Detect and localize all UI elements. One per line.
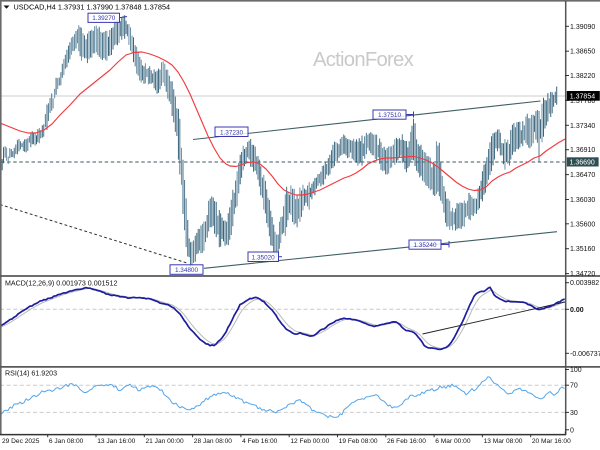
svg-text:1.36470: 1.36470 [570,172,595,179]
svg-text:100: 100 [570,367,582,374]
svg-text:1.36030: 1.36030 [570,197,595,204]
svg-text:4 Feb 16:00: 4 Feb 16:00 [242,438,278,445]
svg-text:RSI(14) 61.9203: RSI(14) 61.9203 [5,369,57,377]
svg-text:1.37780: 1.37780 [570,98,595,105]
svg-text:1.37510: 1.37510 [378,112,402,119]
svg-text:13 Jan 16:00: 13 Jan 16:00 [97,438,135,445]
svg-text:12 Feb 00:00: 12 Feb 00:00 [290,438,329,445]
svg-text:0.003982: 0.003982 [570,280,599,287]
svg-text:ActionForex: ActionForex [313,49,414,71]
svg-text:21 Jan 00:00: 21 Jan 00:00 [146,438,184,445]
svg-text:1.37340: 1.37340 [570,123,595,130]
svg-text:1.35160: 1.35160 [570,246,595,253]
svg-text:28 Jan 08:00: 28 Jan 08:00 [194,438,232,445]
svg-text:19 Feb 08:00: 19 Feb 08:00 [339,438,378,445]
svg-text:1.36910: 1.36910 [570,147,595,154]
svg-text:20 Mar 16:00: 20 Mar 16:00 [532,438,571,445]
svg-text:0.00: 0.00 [570,307,584,314]
svg-text:1.38650: 1.38650 [570,49,595,56]
svg-text:1.35240: 1.35240 [413,242,437,249]
svg-text:USDCAD,H4 1.37931 1.37990 1.37: USDCAD,H4 1.37931 1.37990 1.37848 1.3785… [14,2,171,11]
svg-text:6 Jan 08:00: 6 Jan 08:00 [49,438,84,445]
svg-text:1.34720: 1.34720 [570,271,595,278]
svg-text:13 Mar 08:00: 13 Mar 08:00 [484,438,523,445]
svg-text:-0.006737: -0.006737 [570,351,600,358]
svg-text:0: 0 [570,427,574,434]
svg-text:1.39270: 1.39270 [92,15,116,22]
svg-text:1.35600: 1.35600 [570,221,595,228]
svg-text:30: 30 [570,410,578,417]
svg-text:1.38220: 1.38220 [570,73,595,80]
svg-text:1.35020: 1.35020 [252,254,276,261]
svg-text:1.37230: 1.37230 [220,129,244,136]
svg-text:29 Dec 2025: 29 Dec 2025 [2,438,40,445]
svg-text:MACD(12,26,9) 0.001973 0.00151: MACD(12,26,9) 0.001973 0.001512 [5,280,117,288]
svg-text:1.34800: 1.34800 [175,267,199,274]
svg-text:1.36690: 1.36690 [570,160,595,167]
svg-text:6 Mar 00:00: 6 Mar 00:00 [435,438,471,445]
svg-text:70: 70 [570,383,578,390]
svg-text:1.37854: 1.37854 [570,94,595,101]
svg-text:1.39090: 1.39090 [570,24,595,31]
svg-text:26 Feb 16:00: 26 Feb 16:00 [387,438,426,445]
